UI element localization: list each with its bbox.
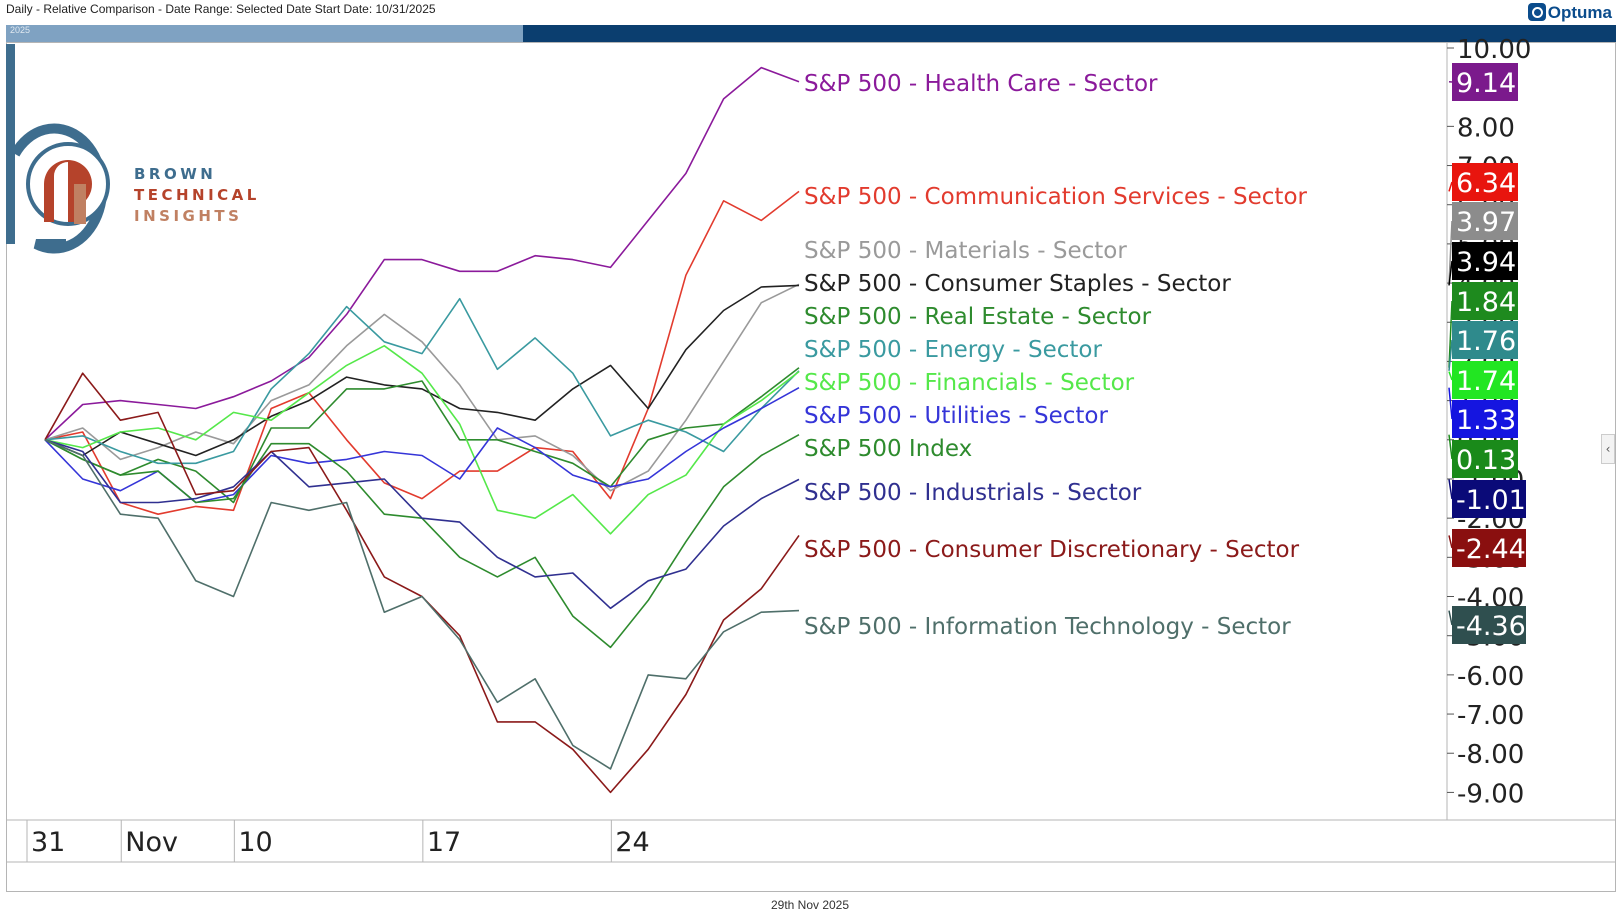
last-value-text: 9.14 xyxy=(1456,68,1516,99)
x-tick-label: 31 xyxy=(31,827,65,858)
last-value-badge xyxy=(1452,606,1526,644)
value-connector xyxy=(1448,339,1453,371)
value-connector xyxy=(1448,300,1453,368)
value-connector xyxy=(1448,434,1453,460)
brand-wordmark: BROWN TECHNICAL INSIGHTS xyxy=(134,164,260,227)
last-value-text: -1.01 xyxy=(1456,485,1526,516)
legend-label: S&P 500 - Real Estate - Sector xyxy=(804,304,1152,330)
series-line-s-p-500-real-estate-sector xyxy=(44,367,800,504)
legend-label: S&P 500 - Energy - Sector xyxy=(804,337,1102,363)
last-value-badge xyxy=(1452,163,1518,201)
value-connector xyxy=(1448,387,1453,420)
x-tick-label: 24 xyxy=(615,827,649,858)
legend-label: S&P 500 - Health Care - Sector xyxy=(804,71,1158,97)
last-value-badge xyxy=(1452,361,1518,399)
side-panel-toggle[interactable]: ‹ xyxy=(1601,434,1615,464)
legend-label: S&P 500 - Information Technology - Secto… xyxy=(804,614,1291,640)
last-value-badge xyxy=(1452,400,1518,438)
y-tick-label: -9.00 xyxy=(1457,779,1524,809)
last-value-text: 6.34 xyxy=(1456,168,1516,199)
series-line-s-p-500-information-technology-sector xyxy=(44,439,800,770)
brand-line-insights: INSIGHTS xyxy=(134,207,243,225)
legend-label: S&P 500 - Financials - Sector xyxy=(804,370,1135,396)
series-line-s-p-500-materials-sector xyxy=(44,283,800,492)
legend-label: S&P 500 - Materials - Sector xyxy=(804,238,1127,264)
optuma-logo-text: Optuma xyxy=(1547,3,1612,22)
legend-label: S&P 500 - Consumer Discretionary - Secto… xyxy=(804,537,1300,563)
value-connector xyxy=(1448,535,1453,549)
series-line-s-p-500-health-care-sector xyxy=(44,66,800,441)
x-tick-label: 10 xyxy=(238,827,272,858)
chart-legend: S&P 500 - Health Care - Sector S&P 500 - … xyxy=(804,71,1308,640)
last-value-badge xyxy=(1452,63,1518,101)
series-line-s-p-500-index xyxy=(44,433,800,649)
optuma-logo-icon xyxy=(1527,3,1546,21)
last-value-text: 3.97 xyxy=(1456,207,1516,238)
chart-axes xyxy=(6,42,1616,821)
x-tick-label: Nov xyxy=(125,827,178,858)
chart-frame xyxy=(6,42,1616,892)
y-tick-label: -6.00 xyxy=(1457,662,1524,692)
brand-line-technical: TECHNICAL xyxy=(134,186,260,204)
optuma-logo: Optuma xyxy=(1527,3,1612,23)
last-value-text: 1.76 xyxy=(1456,326,1516,357)
last-value-text: 3.94 xyxy=(1456,247,1516,278)
y-tick-label: -7.00 xyxy=(1457,701,1524,731)
scroll-year-label: 2025 xyxy=(10,25,31,35)
last-value-text: 1.74 xyxy=(1456,366,1516,397)
last-value-text: -4.36 xyxy=(1456,611,1526,642)
last-value-text: 1.84 xyxy=(1456,287,1516,318)
last-value-badge xyxy=(1452,440,1518,478)
footer-date: 29th Nov 2025 xyxy=(770,898,850,912)
series-line-s-p-500-communication-services-sector xyxy=(44,190,800,516)
legend-label: S&P 500 Index xyxy=(804,436,972,462)
last-value-text: -2.44 xyxy=(1456,534,1526,565)
date-range-scroll-thumb[interactable] xyxy=(6,25,523,42)
value-connector xyxy=(1448,371,1453,381)
y-tick-label: 10.00 xyxy=(1457,35,1531,65)
series-line-s-p-500-consumer-staples-sector xyxy=(44,284,800,457)
value-connector xyxy=(1448,181,1453,192)
chart-series xyxy=(44,66,800,794)
last-value-badge xyxy=(1452,242,1518,280)
last-value-badge xyxy=(1452,529,1526,567)
brand-logo-mark xyxy=(6,44,110,254)
legend-label: S&P 500 - Consumer Staples - Sector xyxy=(804,271,1231,297)
brand-line-brown: BROWN xyxy=(134,165,217,183)
legend-label: S&P 500 - Communication Services - Secto… xyxy=(804,184,1308,210)
x-axis: 31 Nov 10 17 24 xyxy=(6,820,1616,863)
last-value-badge xyxy=(1452,202,1518,240)
last-value-badge xyxy=(1452,480,1526,518)
series-line-s-p-500-financials-sector xyxy=(44,344,800,535)
value-connector xyxy=(1448,220,1453,285)
y-tick-label: 8.00 xyxy=(1457,113,1515,143)
last-value-text: 1.33 xyxy=(1456,405,1516,436)
chevron-left-icon: ‹ xyxy=(1605,442,1611,456)
last-value-badges: 9.14 6.34 3.97 3.94 1.84 1.76 1.74 1.33 0.13 -1.0… xyxy=(1448,63,1526,644)
value-connector xyxy=(1448,260,1453,286)
value-connector xyxy=(1448,610,1453,626)
chart-header-title: Daily - Relative Comparison - Date Range… xyxy=(6,2,436,16)
last-value-badge xyxy=(1452,282,1518,320)
last-value-text: 0.13 xyxy=(1456,445,1516,476)
legend-label: S&P 500 - Industrials - Sector xyxy=(804,480,1142,506)
series-line-s-p-500-industrials-sector xyxy=(44,439,800,610)
x-tick-label: 17 xyxy=(427,827,461,858)
y-tick-label: -8.00 xyxy=(1457,740,1524,770)
last-value-badge xyxy=(1452,321,1518,359)
value-connector xyxy=(1448,479,1453,500)
legend-label: S&P 500 - Utilities - Sector xyxy=(804,403,1109,429)
series-line-s-p-500-energy-sector xyxy=(44,297,800,465)
series-line-s-p-500-consumer-discretionary-sector xyxy=(44,372,800,794)
